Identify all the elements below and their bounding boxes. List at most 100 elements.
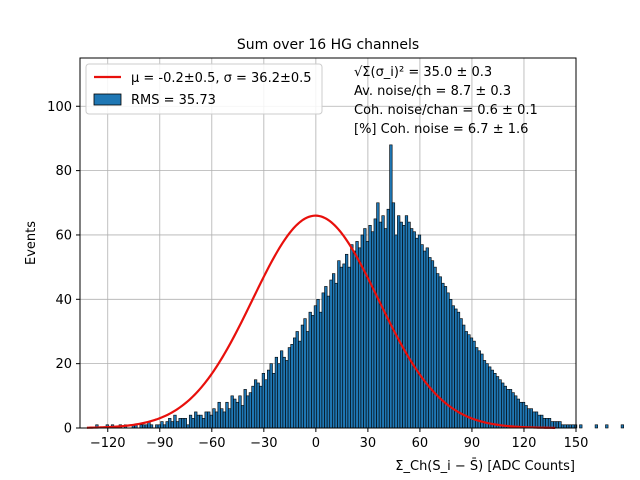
legend-fit-label: μ = -0.2±0.5, σ = 36.2±0.5	[131, 71, 312, 86]
histogram-bar	[376, 202, 380, 429]
histogram-bar	[225, 401, 229, 429]
histogram-bar	[339, 266, 344, 429]
histogram-bar	[306, 331, 310, 429]
y-tick-label: 100	[47, 100, 72, 115]
histogram-bar	[438, 276, 442, 429]
histogram-bar	[355, 241, 359, 429]
histogram-bar	[620, 424, 624, 429]
histogram-bar	[524, 405, 528, 429]
histogram-bar	[532, 411, 536, 429]
histogram-bar	[404, 215, 409, 429]
histogram-bar	[363, 228, 367, 429]
legend: μ = -0.2±0.5, σ = 36.2±0.5 RMS = 35.73	[85, 63, 323, 115]
histogram-bar	[170, 421, 174, 429]
histogram-bar	[475, 347, 479, 429]
histogram-bar	[373, 218, 377, 429]
histogram-bar	[391, 202, 396, 429]
y-axis-label: Events	[24, 221, 39, 265]
histogram-bar	[410, 228, 414, 429]
histogram-bar	[527, 408, 531, 429]
histogram-bar	[519, 401, 523, 429]
histogram-bar	[547, 418, 552, 429]
legend-histogram-label: RMS = 35.73	[131, 93, 216, 108]
histogram-bars	[95, 144, 624, 429]
histogram-bar	[248, 392, 252, 429]
gaussian-fit-line	[86, 214, 556, 429]
histogram-bar	[378, 221, 383, 429]
histogram-bar	[173, 414, 177, 429]
histogram-bar	[407, 221, 411, 429]
y-tick-label: 60	[55, 228, 72, 243]
x-tick-label: 150	[564, 436, 589, 451]
histogram-bar	[464, 331, 468, 429]
histogram-bar	[594, 424, 598, 429]
histogram-bar	[222, 411, 226, 429]
histogram-bar	[529, 408, 533, 429]
histogram-bar	[365, 241, 370, 429]
histogram-bar	[352, 250, 357, 429]
histogram-bar	[555, 421, 559, 429]
histogram-bar	[384, 228, 388, 429]
histogram-bar	[412, 231, 416, 429]
annotation-rms-sum: √Σ(σ_i)² = 35.0 ± 0.3	[354, 65, 492, 80]
histogram-bar	[178, 418, 182, 429]
histogram-bar	[160, 421, 164, 429]
histogram-bar	[508, 389, 513, 429]
x-tick-label: −90	[146, 436, 173, 451]
histogram-bar	[371, 231, 375, 429]
histogram-bar	[415, 237, 419, 429]
histogram-bar	[196, 414, 200, 429]
histogram-bar	[181, 418, 185, 429]
histogram-bar	[542, 418, 546, 429]
histogram-bar	[337, 260, 341, 429]
histogram-bar	[446, 292, 450, 429]
histogram-bar	[472, 340, 476, 429]
histogram-bar	[485, 363, 489, 429]
histogram-bar	[399, 221, 403, 429]
histogram-bar	[175, 421, 180, 429]
histogram-bar	[261, 373, 265, 429]
histogram-bar	[329, 279, 333, 429]
x-axis-label: Σ_Ch(S_i − S̄) [ADC Counts]	[395, 459, 575, 474]
y-tick-label: 80	[55, 164, 72, 179]
histogram-bar	[204, 411, 208, 429]
histogram-bar	[303, 318, 307, 429]
histogram-bar	[423, 250, 427, 429]
histogram-bar	[545, 418, 549, 429]
histogram-bar	[430, 260, 435, 429]
fit-annotations: √Σ(σ_i)² = 35.0 ± 0.3 Av. noise/ch = 8.7…	[354, 65, 538, 137]
histogram-bar	[207, 411, 211, 429]
histogram-bar	[295, 331, 299, 429]
histogram-bar	[490, 369, 494, 429]
annotation-coherent-noise: Coh. noise/chan = 0.6 ± 0.1	[354, 103, 538, 118]
histogram-bar	[220, 408, 224, 429]
histogram-bar	[313, 305, 318, 429]
histogram-bar	[233, 398, 237, 429]
histogram-bar	[480, 353, 484, 429]
histogram-bar	[282, 356, 286, 429]
histogram-bar	[188, 414, 193, 429]
x-tick-label: 90	[464, 436, 481, 451]
histogram-bar	[503, 385, 507, 429]
histogram-bar	[165, 421, 169, 429]
histogram-bar	[488, 366, 492, 429]
histogram-bar	[326, 295, 331, 429]
histogram-bar	[293, 337, 297, 429]
histogram-bar	[209, 414, 213, 429]
histogram-bar	[253, 379, 258, 429]
histogram-bar	[347, 266, 351, 429]
plot-frame	[79, 57, 577, 429]
histogram-bar	[345, 253, 349, 429]
histogram-bar	[334, 282, 338, 429]
histogram-bar	[168, 418, 172, 429]
histogram-bar	[514, 395, 518, 429]
histogram-bar	[308, 311, 312, 429]
histogram-bar	[537, 414, 541, 429]
chart-title: Sum over 16 HG channels	[237, 37, 419, 53]
histogram-bar	[277, 363, 281, 429]
histogram-bar	[428, 257, 432, 429]
histogram-bar	[269, 363, 273, 429]
histogram-bar	[272, 373, 276, 429]
histogram-bar	[230, 395, 234, 429]
